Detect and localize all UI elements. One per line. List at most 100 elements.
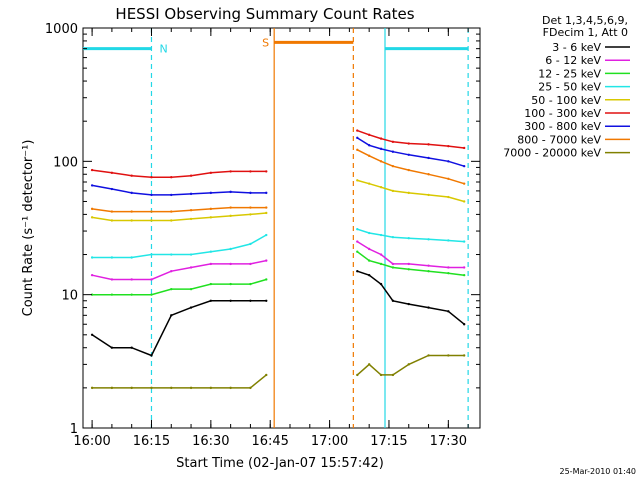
data-point [447, 266, 450, 269]
data-point [265, 170, 268, 173]
series-3 [90, 250, 466, 296]
series-4 [90, 227, 466, 259]
data-point [249, 386, 252, 390]
data-point [427, 156, 430, 160]
data-point [110, 219, 114, 222]
axes: 16:00 16:15 16:30 16:45 17:00 17:15 17:30 1 10 10… [45, 22, 480, 449]
data-point [189, 192, 193, 196]
legend-entry-label: 50 - 100 keV [531, 94, 601, 107]
data-point [462, 240, 466, 243]
data-point [407, 262, 410, 266]
data-point [379, 137, 383, 140]
data-point [407, 168, 410, 172]
data-point [427, 238, 430, 241]
data-point [265, 206, 268, 209]
data-point [356, 373, 359, 377]
data-point [150, 253, 153, 256]
data-point [249, 213, 252, 216]
x-tick-label: 17:30 [430, 434, 467, 449]
data-point [249, 242, 252, 246]
data-point [110, 346, 114, 349]
data-point [249, 170, 252, 173]
data-point [447, 195, 450, 199]
x-tick-label: 16:00 [73, 434, 110, 449]
data-point [462, 323, 466, 326]
data-point [189, 306, 193, 309]
data-point [407, 191, 410, 195]
data-point [130, 219, 133, 222]
data-point [447, 271, 450, 275]
data-point [189, 253, 193, 256]
y-tick-label: 1 [70, 422, 78, 437]
legend-header-line: Det 1,3,4,5,6,9, [542, 14, 628, 27]
data-point [391, 266, 395, 269]
data-point [356, 179, 359, 182]
data-point [90, 184, 94, 187]
data-point [427, 173, 430, 176]
data-point [379, 262, 383, 266]
data-point [265, 191, 268, 195]
data-point [447, 239, 450, 242]
legend: Det 1,3,4,5,6,9,FDecim 1, Att 0 3 - 6 keV… [503, 14, 630, 160]
legend-entry-label: 100 - 300 keV [524, 107, 601, 120]
series-line [92, 374, 267, 389]
series-line [92, 278, 267, 296]
series-2 [90, 240, 466, 281]
data-point [379, 185, 383, 189]
data-point [462, 200, 466, 203]
data-point [367, 144, 371, 147]
data-point [110, 256, 114, 259]
data-point [130, 386, 133, 390]
data-point [407, 363, 410, 366]
data-point [170, 269, 173, 273]
data-point [189, 174, 193, 177]
data-point [110, 187, 114, 191]
data-point [427, 264, 430, 267]
y-tick-label: 100 [53, 155, 78, 170]
data-point [379, 233, 383, 237]
data-point [90, 207, 94, 211]
data-point [356, 129, 359, 132]
data-point [249, 191, 252, 195]
data-point [130, 256, 133, 259]
series-line [91, 259, 267, 281]
data-point [427, 354, 430, 357]
data-point [130, 278, 133, 281]
series-line [91, 169, 267, 178]
series-7 [90, 136, 466, 197]
data-point [170, 176, 173, 179]
data-point [209, 386, 213, 390]
series-5 [90, 179, 466, 222]
data-point [367, 273, 371, 277]
data-point [447, 310, 450, 313]
data-point [427, 143, 430, 146]
legend-entry-label: 300 - 800 keV [524, 120, 601, 133]
data-point [367, 259, 371, 262]
legend-entry-label: 6 - 12 keV [545, 54, 601, 67]
data-point [170, 386, 173, 390]
series-line [357, 129, 465, 149]
y-tick-label: 1000 [45, 22, 78, 37]
series-lines [90, 129, 466, 390]
data-point [209, 191, 213, 195]
data-point [209, 207, 213, 211]
series-6 [90, 129, 466, 179]
series-line [357, 228, 465, 243]
data-point [367, 154, 371, 158]
legend-entry-label: 800 - 7000 keV [517, 133, 601, 146]
data-point [209, 299, 213, 302]
data-point [391, 235, 395, 239]
data-point [462, 266, 466, 269]
data-point [407, 302, 410, 306]
data-point [90, 273, 94, 277]
data-point [150, 210, 153, 213]
data-point [110, 293, 114, 296]
data-point [427, 269, 430, 273]
data-point [356, 136, 359, 140]
data-point [447, 160, 450, 163]
data-point [447, 177, 450, 180]
data-point [391, 373, 395, 377]
chart-title: HESSI Observing Summary Count Rates [115, 5, 414, 23]
data-point [130, 293, 133, 296]
